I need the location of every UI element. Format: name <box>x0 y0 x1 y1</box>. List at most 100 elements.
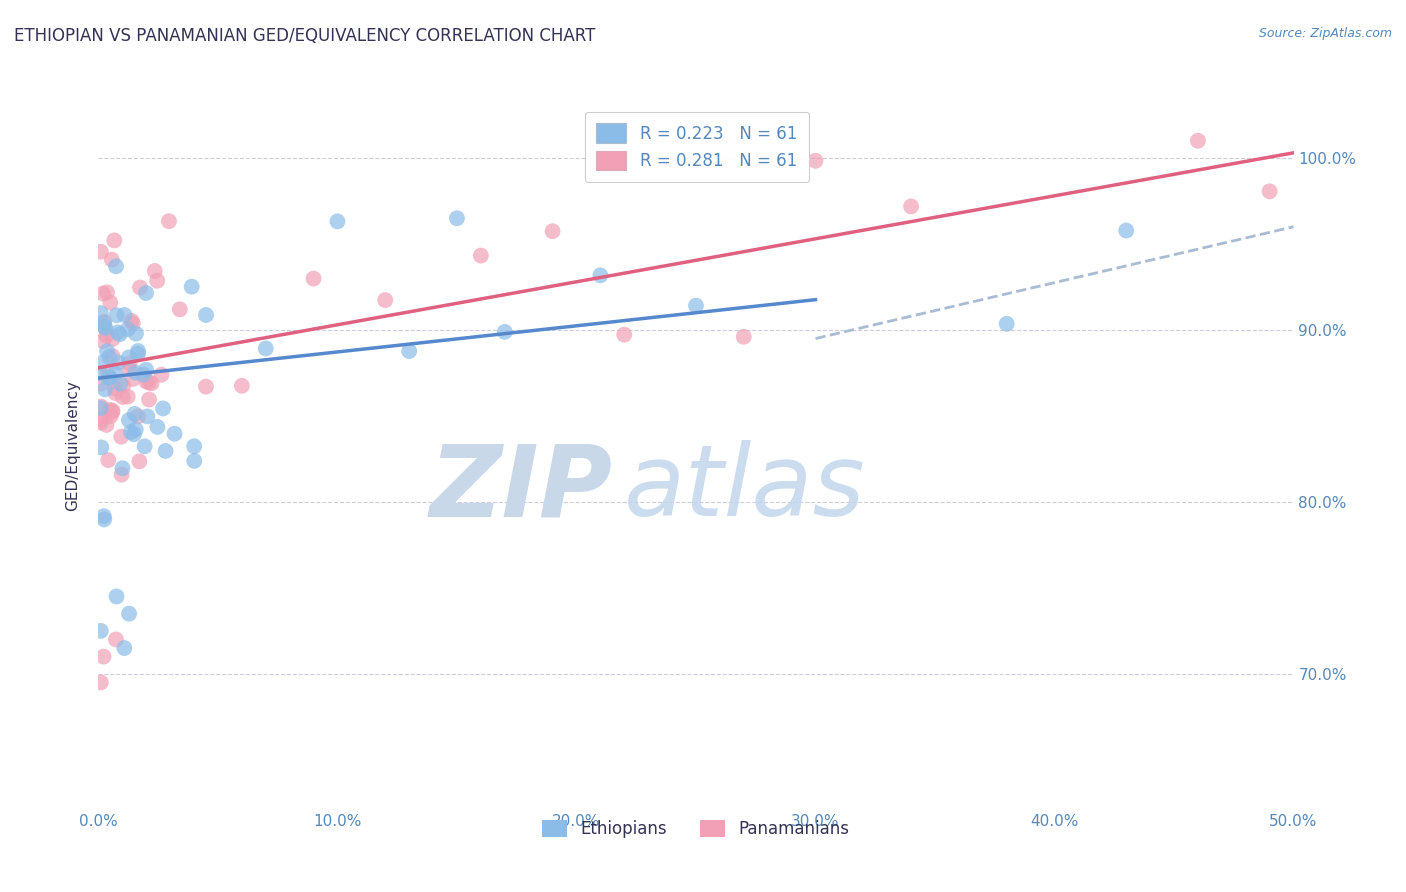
Point <box>90 244 112 259</box>
Point <box>111 461 134 475</box>
Point <box>135 285 157 300</box>
Point <box>180 279 202 293</box>
Point <box>101 252 124 267</box>
Point <box>138 376 160 390</box>
Point <box>195 308 218 322</box>
Point <box>118 356 141 370</box>
Point <box>152 401 174 416</box>
Point <box>98 350 121 364</box>
Point <box>470 249 492 263</box>
Point <box>231 379 253 393</box>
Text: ETHIOPIAN VS PANAMANIAN GED/EQUIVALENCY CORRELATION CHART: ETHIOPIAN VS PANAMANIAN GED/EQUIVALENCY … <box>14 27 595 45</box>
Point <box>157 214 180 228</box>
Point <box>90 624 112 638</box>
Point <box>183 439 205 453</box>
Point <box>93 649 115 664</box>
Point <box>127 343 149 358</box>
Point <box>127 409 149 424</box>
Point <box>93 315 115 329</box>
Point <box>90 675 112 690</box>
Point <box>150 368 173 382</box>
Point <box>132 368 155 382</box>
Point <box>110 467 132 482</box>
Point <box>127 347 149 361</box>
Text: Source: ZipAtlas.com: Source: ZipAtlas.com <box>1258 27 1392 40</box>
Point <box>120 425 142 439</box>
Point <box>90 306 112 320</box>
Point <box>94 321 117 335</box>
Point <box>122 372 145 386</box>
Point <box>121 316 143 330</box>
Point <box>104 366 127 380</box>
Point <box>93 509 115 524</box>
Point <box>136 409 159 424</box>
Point <box>124 366 146 380</box>
Point <box>101 404 124 418</box>
Text: atlas: atlas <box>624 441 866 537</box>
Point <box>90 401 112 416</box>
Text: ZIP: ZIP <box>429 441 613 537</box>
Point <box>105 590 128 604</box>
Point <box>90 412 112 426</box>
Point <box>374 293 396 307</box>
Point <box>93 319 115 334</box>
Point <box>155 444 177 458</box>
Point <box>541 224 564 238</box>
Point <box>104 632 127 647</box>
Point <box>90 400 112 414</box>
Point <box>104 381 127 395</box>
Point <box>117 390 139 404</box>
Point <box>96 366 118 380</box>
Point <box>589 268 612 283</box>
Point <box>108 376 131 391</box>
Point <box>995 317 1018 331</box>
Point <box>183 454 205 468</box>
Point <box>108 327 131 342</box>
Point <box>112 641 135 656</box>
Point <box>446 211 468 226</box>
Point <box>101 349 124 363</box>
Point <box>685 299 707 313</box>
Point <box>141 376 163 391</box>
Point <box>163 426 186 441</box>
Point <box>101 405 124 419</box>
Point <box>124 407 146 421</box>
Point <box>121 314 143 328</box>
Point <box>326 214 349 228</box>
Point <box>101 332 124 346</box>
Point <box>94 383 117 397</box>
Point <box>98 370 121 384</box>
Point <box>91 286 114 301</box>
Point <box>134 439 156 453</box>
Point <box>104 386 127 401</box>
Point <box>138 392 160 407</box>
Point <box>125 326 148 341</box>
Point <box>111 390 134 404</box>
Point <box>107 326 129 340</box>
Point <box>733 330 755 344</box>
Point <box>398 344 420 359</box>
Point <box>125 422 148 436</box>
Point <box>93 512 115 526</box>
Point <box>98 295 121 310</box>
Point <box>900 199 922 213</box>
Legend: Ethiopians, Panamanians: Ethiopians, Panamanians <box>536 813 856 845</box>
Point <box>90 367 112 381</box>
Point <box>1187 134 1209 148</box>
Point <box>117 322 139 336</box>
Y-axis label: GED/Equivalency: GED/Equivalency <box>65 381 80 511</box>
Point <box>96 285 118 300</box>
Point <box>96 417 118 432</box>
Point <box>804 153 827 168</box>
Point <box>97 370 120 384</box>
Point <box>100 409 122 423</box>
Point <box>135 375 157 389</box>
Point <box>112 378 135 392</box>
Point <box>118 351 141 365</box>
Point <box>97 453 120 467</box>
Point <box>105 308 128 322</box>
Point <box>494 325 516 339</box>
Point <box>118 361 141 376</box>
Point <box>146 274 169 288</box>
Point <box>96 344 118 359</box>
